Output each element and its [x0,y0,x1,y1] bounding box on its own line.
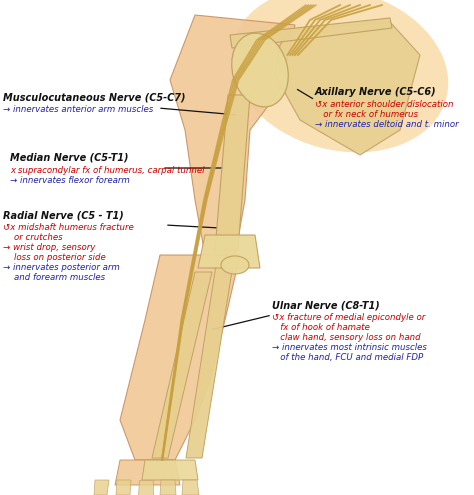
Text: or fx neck of humerus: or fx neck of humerus [315,110,418,119]
Text: loss on posterior side: loss on posterior side [3,253,106,262]
Polygon shape [160,480,176,495]
Text: or crutches: or crutches [3,233,63,242]
Text: Median Nerve (C5-T1): Median Nerve (C5-T1) [10,153,128,163]
Text: x supracondylar fx of humerus, carpal tunnel: x supracondylar fx of humerus, carpal tu… [10,166,204,175]
Text: → innervates deltoid and t. minor: → innervates deltoid and t. minor [315,120,459,129]
Polygon shape [120,255,240,460]
Text: → wrist drop, sensory: → wrist drop, sensory [3,243,95,252]
Text: and forearm muscles: and forearm muscles [3,273,105,282]
Polygon shape [215,95,250,250]
Text: Axillary Nerve (C5-C6): Axillary Nerve (C5-C6) [315,87,437,97]
Text: fx of hook of hamate: fx of hook of hamate [272,323,370,332]
Polygon shape [115,460,180,485]
Text: Ulnar Nerve (C8-T1): Ulnar Nerve (C8-T1) [272,300,380,310]
Text: of the hand, FCU and medial FDP: of the hand, FCU and medial FDP [272,353,423,362]
Ellipse shape [232,0,448,152]
Ellipse shape [221,256,249,274]
Text: → innervates posterior arm: → innervates posterior arm [3,263,120,272]
Polygon shape [116,480,131,495]
Polygon shape [186,265,233,458]
Polygon shape [152,272,212,458]
Text: Musculocutaneous Nerve (C5-C7): Musculocutaneous Nerve (C5-C7) [3,92,185,102]
Text: ↺x midshaft humerus fracture: ↺x midshaft humerus fracture [3,223,134,232]
Text: ↺x anterior shoulder dislocation: ↺x anterior shoulder dislocation [315,100,454,109]
Polygon shape [142,460,198,480]
Text: → innervates flexor forearm: → innervates flexor forearm [10,176,130,185]
Polygon shape [182,480,199,495]
Polygon shape [230,18,392,48]
Text: ↺x fracture of medial epicondyle or: ↺x fracture of medial epicondyle or [272,313,425,322]
Text: → innervates most intrinsic muscles: → innervates most intrinsic muscles [272,343,427,352]
Polygon shape [275,22,420,155]
Polygon shape [170,15,295,255]
Text: → innervates anterior arm muscles: → innervates anterior arm muscles [3,105,153,114]
Polygon shape [198,235,260,268]
Text: claw hand, sensory loss on hand: claw hand, sensory loss on hand [272,333,420,342]
Polygon shape [94,480,109,495]
Text: Radial Nerve (C5 - T1): Radial Nerve (C5 - T1) [3,210,124,220]
Ellipse shape [232,33,288,107]
Polygon shape [138,480,153,495]
